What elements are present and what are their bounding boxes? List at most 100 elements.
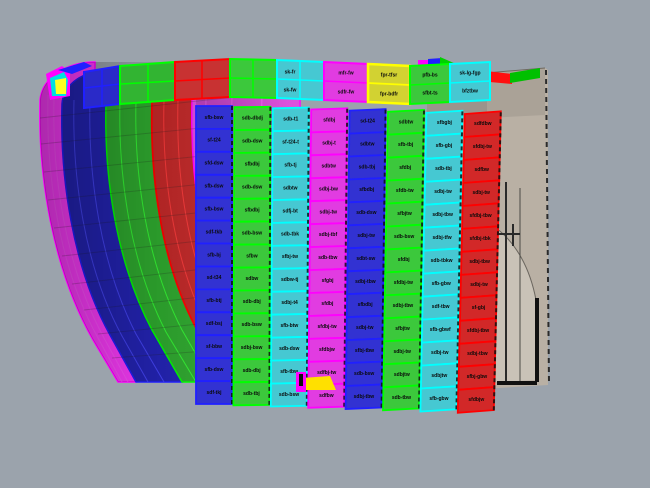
panel-cell[interactable]: sdbt-sw xyxy=(346,245,385,273)
panel-cell[interactable]: sdbtw xyxy=(348,131,387,158)
panel-cell[interactable]: sfbj-gbw xyxy=(457,363,496,391)
panel-cell[interactable]: sfb-tj xyxy=(271,152,310,179)
panel-column[interactable]: sdfdbw sfdbj-tw sdfbw sdbj-tw sfdbj-tbw sfdbj… xyxy=(456,110,502,414)
panel-cell[interactable]: sdbj-tbw xyxy=(460,248,499,276)
panel-cell[interactable]: sdb-tbj xyxy=(424,155,463,183)
panel-cell[interactable]: sd-t34 xyxy=(195,265,233,291)
panel-cell[interactable]: sfdbj-tbk xyxy=(460,225,500,253)
panel-cell[interactable]: sdb-dbj xyxy=(232,289,271,315)
panel-cell[interactable]: sfdbj-tbw xyxy=(461,202,500,230)
panel-column[interactable]: sdb-dbdj sdb-dsw sfbdbj sdb-dsw sfbdbj sdb-bs… xyxy=(232,105,272,407)
top-stringer-band[interactable]: sk-fr sk-fw mfr-fw sdfr-fw fpr-tfsr fpr-… xyxy=(83,57,491,110)
panel-cell[interactable]: sfdbj xyxy=(384,246,423,274)
panel-cell[interactable]: sfdbjw xyxy=(456,386,496,414)
panel-cell[interactable]: sfbj-tbw xyxy=(345,337,384,365)
panel-cell[interactable]: sdb-dsw xyxy=(233,128,272,154)
panel-cell[interactable]: sf-t24 xyxy=(195,128,233,153)
panel-cell[interactable]: sdb-tbj xyxy=(232,380,271,407)
panel-cell[interactable]: sfb-btj xyxy=(195,288,233,314)
panel-cell[interactable]: sf-bbw xyxy=(195,334,233,360)
top-band-cell[interactable]: sk-lg-fgp bfztbw xyxy=(449,60,491,104)
panel-cell[interactable]: sfdbj xyxy=(385,154,425,182)
panel-column[interactable]: sfdbj sdbj-t sdbtw sdbj-bw sdbj-tw sdbj-tbf sd… xyxy=(307,107,349,409)
panel-cell[interactable]: sfb-btw xyxy=(270,313,309,339)
panel-cell[interactable]: sdb-bsw xyxy=(344,360,384,387)
panel-cell[interactable]: sdf-tkj xyxy=(195,380,233,405)
panel-cell[interactable]: sdb-bsw xyxy=(232,220,271,246)
panel-cell[interactable]: sfb-gbw xyxy=(419,385,458,413)
panel-cell[interactable]: sdbj-tw xyxy=(459,271,498,299)
panel-cell[interactable]: sdbjtw xyxy=(382,361,421,389)
panel-cell[interactable]: sdbj-bsw xyxy=(232,335,271,361)
panel-cell[interactable]: sfdbj xyxy=(308,290,347,317)
panel-cell[interactable]: sdfbw xyxy=(462,156,501,184)
top-band-cell[interactable]: pfb-bs sfbt-ts xyxy=(409,62,451,106)
panel-cell[interactable]: sdb-dbj xyxy=(232,358,271,384)
panel-cell[interactable]: sfd-dsw xyxy=(195,150,233,176)
panel-cell[interactable]: sdbj-tw xyxy=(461,179,501,207)
panel-cell[interactable]: sfbdbj xyxy=(233,197,272,223)
panel-cell[interactable]: sfbjtw xyxy=(385,200,424,228)
panel-cell[interactable]: sdbtw xyxy=(386,108,425,136)
panel-cell[interactable]: sdbj-tbw xyxy=(457,340,497,368)
panel-cell[interactable]: sdbj-tbf xyxy=(308,222,347,249)
panel-cell[interactable]: sdbj-tbw xyxy=(344,383,383,410)
panel-cell[interactable]: sdbj-tw xyxy=(345,314,384,342)
panel-cell[interactable]: sfb-dsw xyxy=(195,357,233,382)
panel-cell[interactable]: sdb-tbkw xyxy=(422,247,461,275)
panel-cell[interactable]: sdbj-tbw xyxy=(423,201,462,229)
panel-cell[interactable]: sfb-gbw xyxy=(421,270,461,298)
panel-cell[interactable]: sdfj-bt xyxy=(271,198,310,224)
panel-cell[interactable]: sdbw-tj xyxy=(270,267,309,293)
panel-cell[interactable]: sfbjtw xyxy=(383,315,422,343)
panel-cell[interactable]: sd-t24 xyxy=(348,108,387,135)
panel-cell[interactable]: sdf-tkb xyxy=(195,219,233,245)
panel-cell[interactable]: sdbj-bw xyxy=(309,176,348,203)
panel-column[interactable]: sfbgbj sfb-gbj sdb-tbj sdbj-tw sdbj-tbw sdbj-… xyxy=(419,109,464,413)
panel-cell[interactable]: sdbtw xyxy=(271,175,310,202)
panel-cell[interactable]: sfbdbj xyxy=(347,177,386,204)
panel-cell[interactable]: sfbdbj xyxy=(233,151,272,177)
panel-cell[interactable]: sdb-dbdj xyxy=(233,105,272,132)
panel-cell[interactable]: sfgbj xyxy=(308,267,347,294)
panel-cell[interactable]: sfb-gbwf xyxy=(420,316,460,344)
panel-column[interactable]: sdb-t1 sf-t24-t sfb-tj sdbtw sdfj-bt sdb-tbk s… xyxy=(269,106,310,408)
panel-cell[interactable]: sdb-tbw xyxy=(382,384,421,412)
panel-cell[interactable]: sf-t24-t xyxy=(271,129,310,156)
panel-cell[interactable]: sdb-dsw xyxy=(233,174,272,200)
panel-cell[interactable]: sfdbj-tw xyxy=(383,269,423,297)
panel-column-grid[interactable]: sfb-bsw sf-t24 sfd-dsw sfb-dsw sfb-bsw sdf-tk… xyxy=(195,105,502,414)
panel-cell[interactable]: sdbj-tw xyxy=(423,178,462,206)
panel-cell[interactable]: sfdb-tw xyxy=(385,177,424,205)
panel-cell[interactable]: sfdbj-tw xyxy=(462,133,502,161)
panel-cell[interactable]: sdb-tbw xyxy=(308,245,347,272)
panel-cell[interactable]: sdbj-tw xyxy=(309,199,348,226)
panel-cell[interactable]: sdbj-tw xyxy=(420,339,459,367)
panel-cell[interactable]: sfbj-tw xyxy=(270,244,309,270)
panel-cell[interactable]: sfdbj xyxy=(310,107,349,134)
panel-cell[interactable]: sdb-tbj xyxy=(347,154,386,181)
panel-cell[interactable]: sdbtw xyxy=(309,153,348,180)
panel-cell[interactable]: sfdbjw xyxy=(307,336,346,363)
panel-cell[interactable]: sdf-bsj xyxy=(195,311,233,337)
top-band-cell[interactable]: sk-fr sk-fw xyxy=(276,58,325,102)
panel-cell[interactable]: sfbdbj xyxy=(345,291,385,319)
panel-cell[interactable]: sdb-bsw xyxy=(384,223,424,251)
panel-cell[interactable]: sfb-tbj xyxy=(386,131,425,159)
panel-cell[interactable]: sdb-bsw xyxy=(232,312,271,338)
panel-cell[interactable]: sdbj-tfw xyxy=(422,224,462,252)
panel-cell[interactable]: sdbj-tbw xyxy=(383,292,422,320)
panel-cell[interactable]: sdb-t1 xyxy=(271,106,310,133)
top-band-cell[interactable]: fpr-tfsr fpr-bdfr xyxy=(366,62,412,106)
panel-column[interactable]: sdbtw sfb-tbj sfdbj sfdb-tw sfbjtw sdb-bsw sfd… xyxy=(382,108,425,412)
panel-cell[interactable]: sdfdbw xyxy=(463,110,502,138)
panel-cell[interactable]: sdbj-tbw xyxy=(346,268,385,296)
panel-cell[interactable]: sdbjtw xyxy=(419,362,459,390)
panel-cell[interactable]: sfdbj-tbw xyxy=(458,317,497,345)
panel-cell[interactable]: sdb-tbk xyxy=(270,221,309,247)
panel-cell[interactable]: sfb-bsw xyxy=(195,105,233,130)
panel-cell[interactable]: sdbj-t xyxy=(309,130,348,157)
panel-column[interactable]: sfb-bsw sf-t24 sfd-dsw sfb-dsw sfb-bsw sdf-tk… xyxy=(195,105,233,405)
